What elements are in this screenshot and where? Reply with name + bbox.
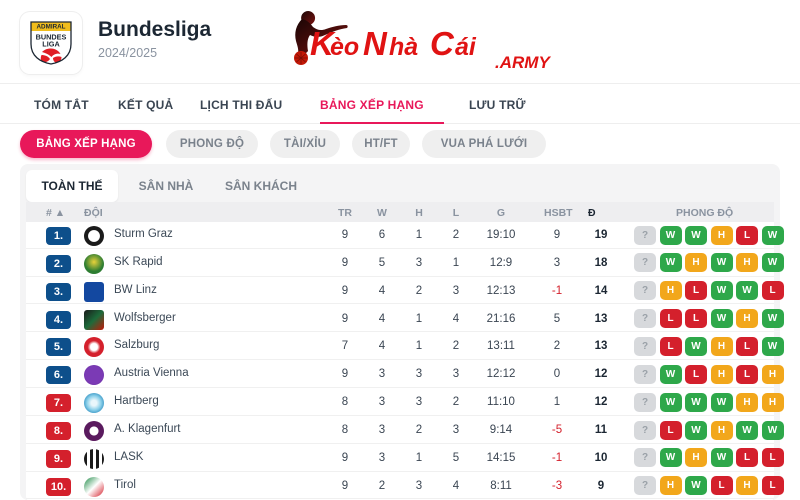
svg-text:hà: hà [389, 33, 418, 61]
svg-text:N: N [363, 25, 388, 62]
svg-text:C: C [430, 25, 455, 62]
svg-text:ái: ái [455, 33, 477, 61]
svg-text:.ARMY: .ARMY [495, 53, 551, 72]
svg-text:èo: èo [330, 33, 359, 61]
svg-text:ADMIRAL: ADMIRAL [36, 24, 65, 31]
